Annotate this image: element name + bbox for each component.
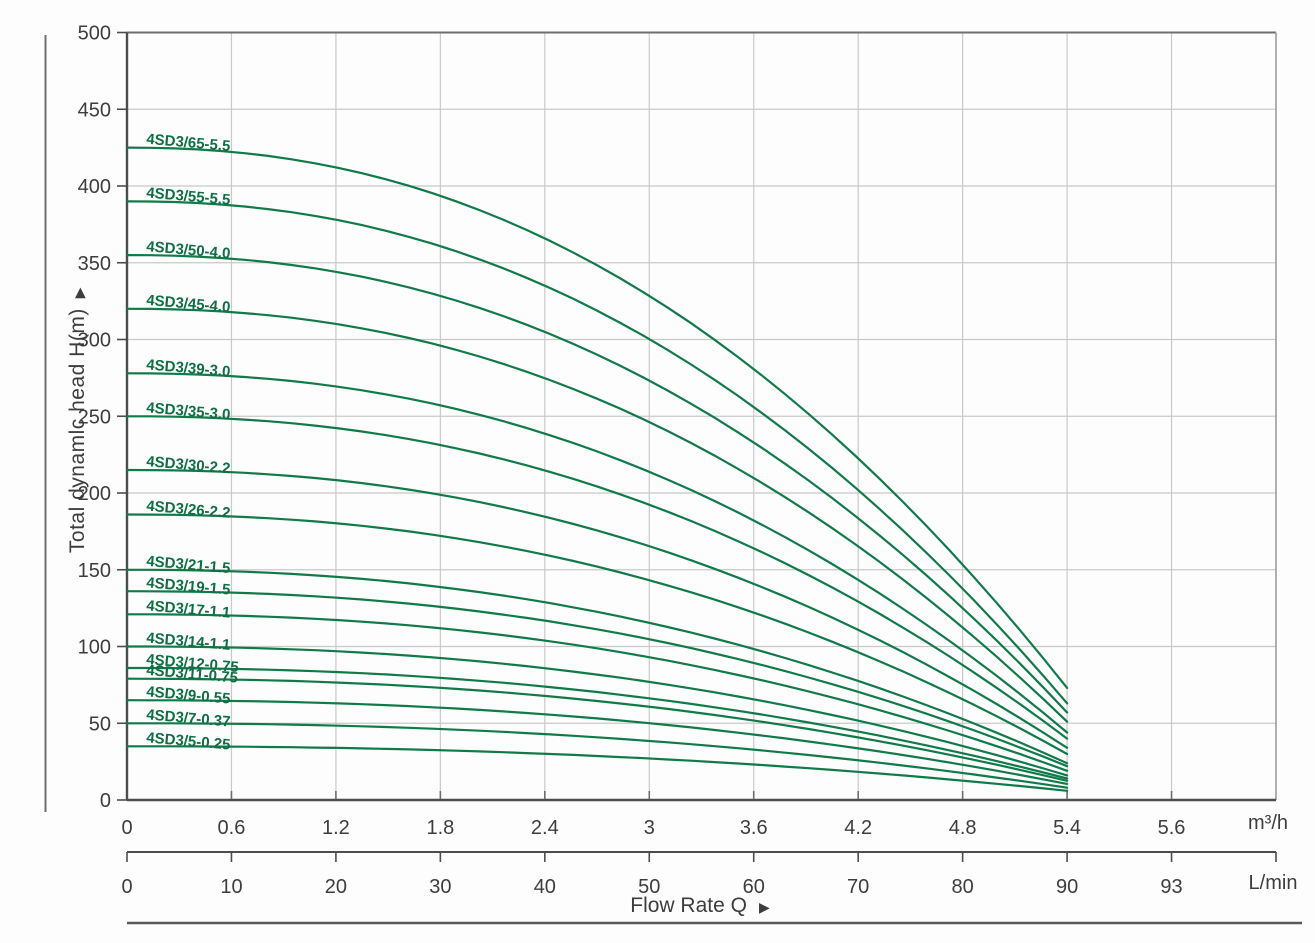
curve-label: 4SD3/50-4.0: [146, 238, 231, 262]
x-tick-label-m3h: 3: [644, 817, 655, 839]
curve-label: 4SD3/21-1.5: [146, 553, 231, 577]
curve-label: 4SD3/19-1.5: [146, 574, 231, 598]
y-tick-label: 400: [78, 176, 111, 198]
pump-curve: [125, 613, 1069, 772]
x-tick-label-lmin: 30: [429, 876, 451, 898]
x-tick-label-m3h: 5.4: [1053, 817, 1081, 839]
x-tick-label-m3h: 0.6: [218, 817, 246, 839]
y-tick-label: 250: [78, 406, 111, 428]
y-axis-title: Total dynamlc head H(m) ▶: [66, 270, 90, 570]
up-arrow-icon: ▶: [71, 286, 87, 299]
pump-curve: [125, 568, 1069, 765]
y-tick-label: 300: [78, 330, 111, 352]
curve-label: 4SD3/9-0.55: [146, 683, 231, 707]
x-tick-label-lmin: 40: [534, 876, 556, 898]
x-axis-title-text: Flow Rate Q: [630, 894, 747, 917]
pump-curve: [125, 722, 1069, 789]
y-tick-label: 50: [89, 713, 111, 735]
curve-label: 4SD3/65-5.5: [146, 131, 231, 155]
pump-curve: [125, 468, 1069, 749]
y-tick-label: 100: [78, 637, 111, 659]
y-tick-label: 350: [78, 253, 111, 275]
x-tick-label-m3h: 1.8: [426, 817, 454, 839]
x-tick-label-lmin: 93: [1160, 876, 1182, 898]
curve-label: 4SD3/17-1.1: [146, 597, 231, 621]
curve-label: 4SD3/26-2.2: [146, 498, 231, 522]
unit-label-lmin: L/min: [1248, 872, 1298, 894]
x-tick-label-lmin: 20: [325, 876, 347, 898]
curve-label: 4SD3/7-0.37: [146, 706, 231, 730]
y-tick-label: 500: [78, 23, 111, 45]
pump-curve: [125, 254, 1069, 714]
curve-label: 4SD3/14-1.1: [146, 630, 231, 654]
x-tick-label-lmin: 60: [743, 876, 765, 898]
pump-curve: [125, 200, 1069, 705]
pump-curve: [125, 372, 1069, 734]
curve-label: 4SD3/55-5.5: [146, 184, 231, 208]
x-tick-label-m3h: 4.8: [949, 817, 977, 839]
curve-label: 4SD3/39-3.0: [146, 356, 231, 380]
x-tick-label-lmin: 80: [952, 876, 974, 898]
unit-label-m3h: m³/h: [1248, 812, 1288, 834]
curve-label: 4SD3/45-4.0: [146, 292, 231, 316]
x-tick-label-lmin: 10: [220, 876, 242, 898]
pump-curve: [125, 745, 1069, 792]
x-tick-label-lmin: 0: [121, 876, 132, 898]
x-tick-label-lmin: 70: [847, 876, 869, 898]
pump-curve: [125, 666, 1069, 780]
y-tick-label: 450: [78, 99, 111, 121]
y-tick-label: 150: [78, 560, 111, 582]
pump-curve: [125, 645, 1069, 777]
x-tick-label-m3h: 0: [121, 817, 132, 839]
pump-curve: [125, 590, 1069, 768]
x-tick-label-m3h: 2.4: [531, 817, 559, 839]
y-tick-label: 200: [78, 483, 111, 505]
x-tick-label-lmin: 50: [638, 876, 660, 898]
pump-curve: [125, 699, 1069, 785]
curve-label: 4SD3/5-0.25: [146, 729, 231, 753]
pump-curve: [125, 415, 1069, 740]
x-tick-label-m3h: 4.2: [844, 817, 872, 839]
x-tick-label-lmin: 90: [1056, 876, 1078, 898]
pump-curve: [125, 146, 1069, 689]
y-tick-label: 0: [100, 790, 111, 812]
x-tick-label-m3h: 3.6: [740, 817, 768, 839]
right-arrow-icon: ▶: [758, 899, 770, 915]
x-axis-title: Flow Rate Q ▶: [595, 894, 805, 918]
curve-label: 4SD3/30-2.2: [146, 453, 231, 477]
x-tick-label-m3h: 1.2: [322, 817, 350, 839]
y-axis-title-text: Total dynamlc head H(m): [66, 308, 89, 554]
x-tick-label-m3h: 5.6: [1158, 817, 1186, 839]
pump-curve: [125, 677, 1069, 782]
pump-curve: [125, 307, 1069, 723]
pump-curve: [125, 513, 1069, 756]
curve-label: 4SD3/35-3.0: [146, 399, 231, 423]
